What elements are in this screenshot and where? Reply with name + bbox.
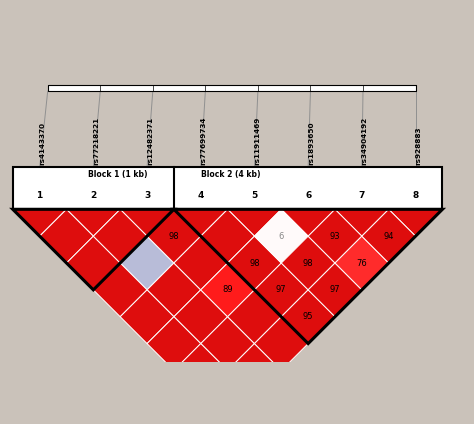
- Text: 93: 93: [330, 232, 340, 241]
- Polygon shape: [201, 371, 255, 424]
- Text: 76: 76: [356, 259, 367, 268]
- Polygon shape: [228, 290, 281, 343]
- Text: rs4143370: rs4143370: [40, 122, 46, 165]
- Polygon shape: [281, 236, 335, 290]
- Bar: [48, 85, 416, 91]
- Bar: [13, 167, 442, 209]
- Text: 95: 95: [303, 312, 313, 321]
- Text: 6: 6: [279, 232, 284, 241]
- Polygon shape: [147, 263, 201, 317]
- Polygon shape: [174, 236, 228, 290]
- Polygon shape: [308, 263, 362, 317]
- Polygon shape: [201, 209, 255, 263]
- Polygon shape: [335, 182, 389, 236]
- Text: 6: 6: [305, 191, 311, 201]
- Polygon shape: [255, 263, 308, 317]
- Polygon shape: [66, 236, 120, 290]
- Polygon shape: [201, 263, 255, 317]
- Text: rs12482371: rs12482371: [147, 117, 153, 165]
- Text: rs77218221: rs77218221: [93, 117, 100, 165]
- Polygon shape: [308, 209, 362, 263]
- Text: Block 2 (4 kb): Block 2 (4 kb): [201, 170, 260, 179]
- Polygon shape: [120, 290, 174, 343]
- Text: 97: 97: [330, 285, 340, 294]
- Text: rs77699734: rs77699734: [201, 116, 207, 165]
- Polygon shape: [255, 209, 308, 263]
- Polygon shape: [228, 236, 281, 290]
- Polygon shape: [66, 182, 120, 236]
- Polygon shape: [281, 182, 335, 236]
- Text: 5: 5: [251, 191, 257, 201]
- Polygon shape: [120, 236, 174, 290]
- Polygon shape: [174, 182, 228, 236]
- Polygon shape: [120, 182, 174, 236]
- Text: rs11911469: rs11911469: [255, 116, 260, 165]
- Text: 98: 98: [249, 259, 260, 268]
- Polygon shape: [147, 317, 201, 371]
- Polygon shape: [228, 343, 281, 397]
- Text: 2: 2: [90, 191, 97, 201]
- Polygon shape: [174, 290, 228, 343]
- Text: 8: 8: [412, 191, 419, 201]
- Polygon shape: [389, 182, 442, 236]
- Polygon shape: [228, 182, 281, 236]
- Polygon shape: [362, 209, 416, 263]
- Polygon shape: [93, 263, 147, 317]
- Text: 97: 97: [276, 285, 287, 294]
- Polygon shape: [201, 317, 255, 371]
- Polygon shape: [335, 236, 389, 290]
- Text: Block 1 (1 kb): Block 1 (1 kb): [88, 170, 147, 179]
- Polygon shape: [147, 209, 201, 263]
- Polygon shape: [13, 182, 66, 236]
- Polygon shape: [93, 209, 147, 263]
- Polygon shape: [40, 209, 93, 263]
- Text: 98: 98: [303, 259, 313, 268]
- Text: 4: 4: [198, 191, 204, 201]
- Text: rs1893650: rs1893650: [308, 121, 314, 165]
- Text: 7: 7: [359, 191, 365, 201]
- Text: 3: 3: [144, 191, 150, 201]
- Text: 1: 1: [36, 191, 43, 201]
- Text: rs34904192: rs34904192: [362, 117, 368, 165]
- Polygon shape: [281, 290, 335, 343]
- Text: rs928883: rs928883: [416, 126, 421, 165]
- Text: 89: 89: [222, 285, 233, 294]
- Text: 94: 94: [383, 232, 394, 241]
- Polygon shape: [255, 317, 308, 371]
- Text: 98: 98: [169, 232, 179, 241]
- Polygon shape: [174, 343, 228, 397]
